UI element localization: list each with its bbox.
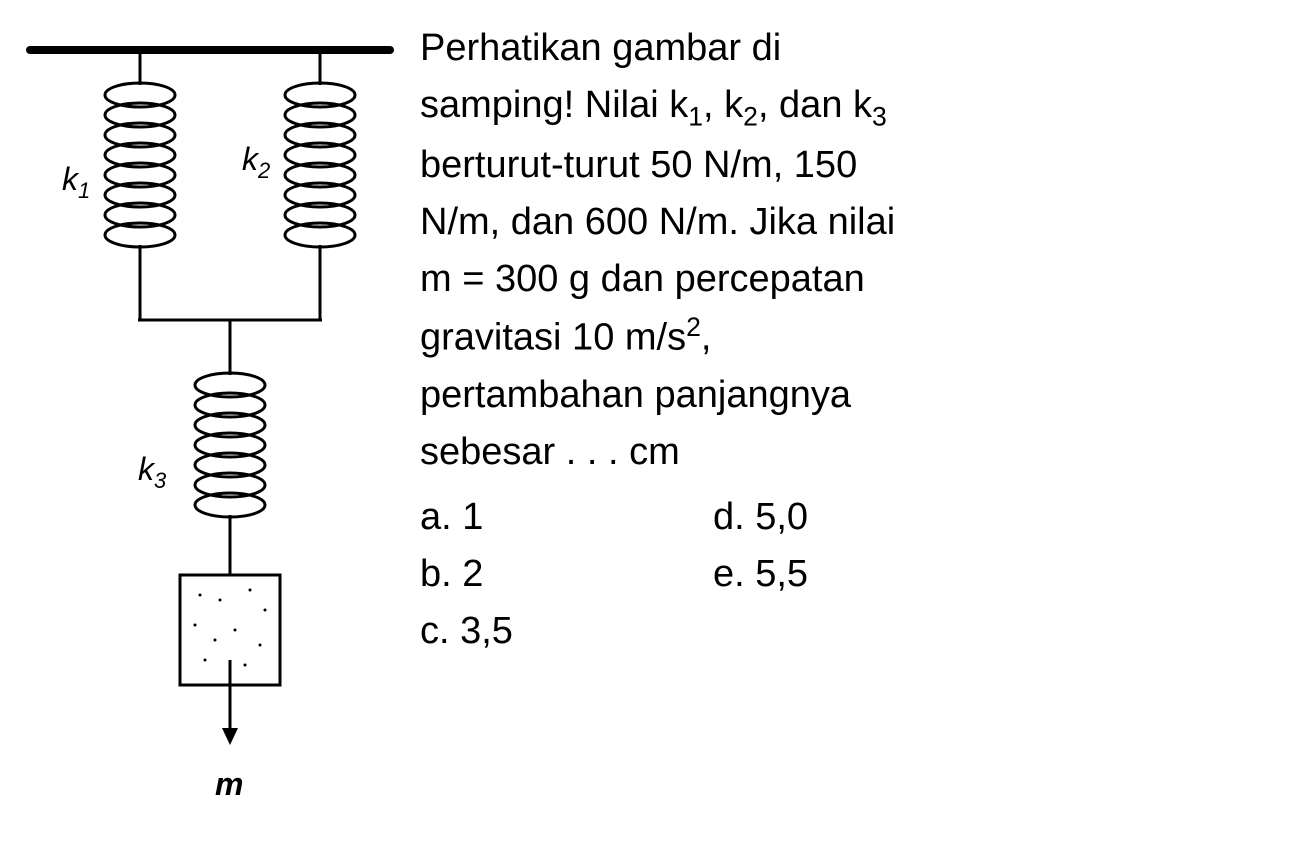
q-line6a: gravitasi 10 m/s xyxy=(420,317,686,359)
question-text: Perhatikan gambar di samping! Nilai k1, … xyxy=(420,20,1291,481)
main-container: k1 k2 xyxy=(20,20,1291,828)
q-line2a: samping! Nilai k xyxy=(420,84,688,126)
k2-label: k2 xyxy=(242,141,270,183)
spring-k3: k3 xyxy=(138,373,265,575)
diagram-svg: k1 k2 xyxy=(20,20,400,820)
q-line2c: , dan k xyxy=(758,84,872,126)
q-line1: Perhatikan gambar di xyxy=(420,27,781,69)
q-sub2: 2 xyxy=(743,102,758,132)
option-a: a. 1 xyxy=(420,489,513,546)
answer-options: a. 1 b. 2 c. 3,5 d. 5,0 e. 5,5 xyxy=(420,489,1291,660)
option-b: b. 2 xyxy=(420,546,513,603)
option-d: d. 5,0 xyxy=(713,489,808,546)
q-sub1: 1 xyxy=(688,102,703,132)
option-e: e. 5,5 xyxy=(713,546,808,603)
q-sup: 2 xyxy=(686,312,701,342)
q-line7: pertambahan panjangnya xyxy=(420,374,851,416)
q-line6b: , xyxy=(701,317,712,359)
q-line3: berturut-turut 50 N/m, 150 xyxy=(420,144,857,186)
options-col-right: d. 5,0 e. 5,5 xyxy=(713,489,808,660)
options-col-left: a. 1 b. 2 c. 3,5 xyxy=(420,489,513,660)
question-area: Perhatikan gambar di samping! Nilai k1, … xyxy=(420,20,1291,828)
q-line8: sebesar . . . cm xyxy=(420,431,680,473)
weight-arrow-head xyxy=(222,728,238,745)
q-sub3: 3 xyxy=(872,102,887,132)
q-line5: m = 300 g dan percepatan xyxy=(420,258,865,300)
k3-label: k3 xyxy=(138,451,167,493)
q-line2b: , k xyxy=(703,84,743,126)
q-line4: N/m, dan 600 N/m. Jika nilai xyxy=(420,201,895,243)
option-c: c. 3,5 xyxy=(420,603,513,660)
mass-label: m xyxy=(215,766,243,802)
spring-k2: k2 xyxy=(242,53,355,320)
spring-k1: k1 xyxy=(62,53,175,320)
spring-diagram: k1 k2 xyxy=(20,20,400,820)
k1-label: k1 xyxy=(62,161,90,203)
